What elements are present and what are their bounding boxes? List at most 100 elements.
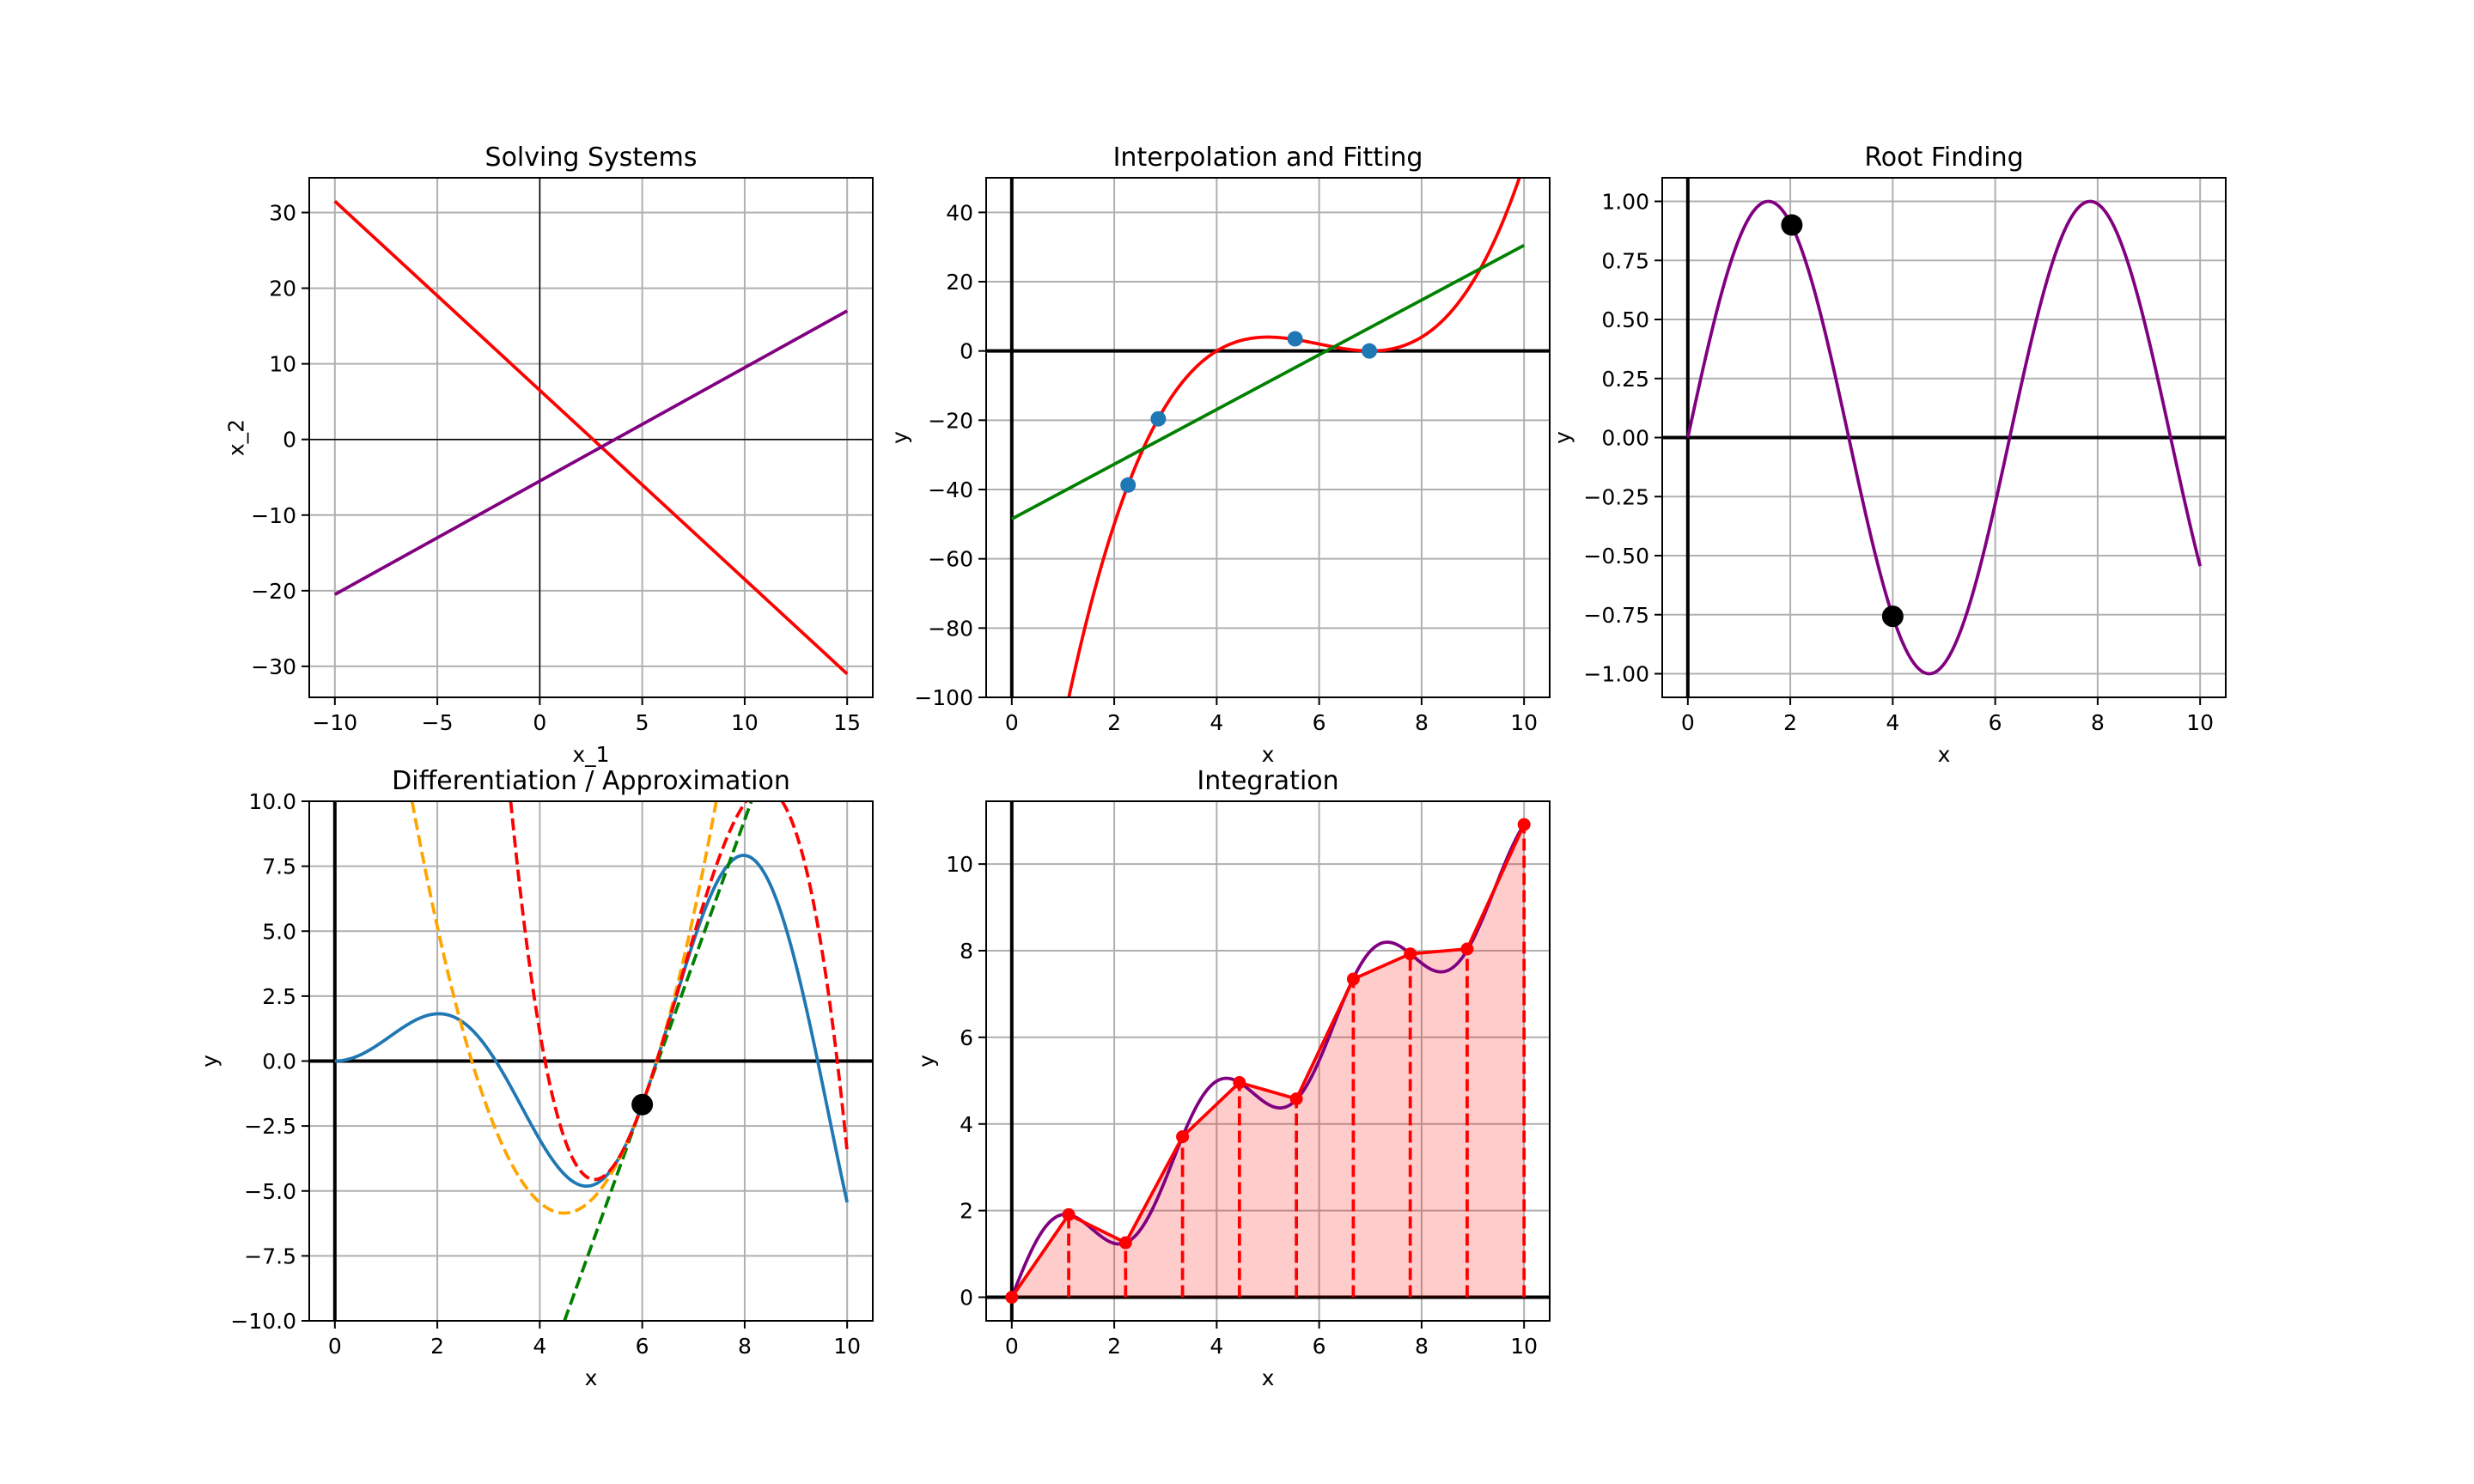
series-third-order-approx: [509, 801, 850, 1182]
trapezoid-point: [1176, 1130, 1190, 1144]
subplot-title: Interpolation and Fitting: [1113, 143, 1423, 173]
trapezoid-point: [1118, 1236, 1132, 1250]
data-point: [1362, 343, 1378, 359]
y-tick-label: −2.5: [244, 1114, 296, 1139]
y-tick-label: −0.75: [1583, 603, 1649, 628]
trapezoid-point: [1404, 947, 1417, 961]
x-tick-label: −5: [422, 710, 454, 735]
y-tick-label: −0.50: [1583, 544, 1649, 569]
plot-area: [1662, 178, 2226, 697]
x-tick-label: 8: [738, 1334, 752, 1359]
x-tick-label: 8: [1415, 1334, 1429, 1359]
y-tick-label: 7.5: [262, 855, 296, 879]
y-tick-label: −80: [928, 616, 973, 641]
y-tick-label: 5.0: [262, 919, 296, 944]
y-tick-label: 2: [960, 1199, 973, 1224]
subplot-title: Integration: [1197, 766, 1338, 796]
y-tick-label: −40: [928, 477, 973, 502]
y-tick-label: −10: [251, 503, 296, 528]
x-axis-label: x_1: [572, 742, 609, 767]
x-tick-label: 6: [1989, 710, 2002, 735]
subplot-differentiation-approximation: 0 2 4 6 8 10 −10.0 −7.5 −5.0 −2.5 0.0 2.5 5.0 7.5 10.0…: [198, 766, 874, 1390]
x-tick-label: 2: [1107, 710, 1121, 735]
subplot-interpolation-and-fitting: 0 2 4 6 8 10 −100 −80 −60 −40 −20 0 20 40 Interpolatio…: [887, 143, 1551, 767]
x-tick-label: 0: [328, 1334, 342, 1359]
data-point: [1150, 411, 1167, 427]
trapezoid-point: [1062, 1207, 1076, 1221]
y-tick-label: 0: [960, 1286, 973, 1311]
plot-area: [986, 178, 1550, 697]
subplot-root-finding: 0 2 4 6 8 10 −1.00 −0.75 −0.50 −0.25 0.00 0.25 0.50 0…: [1551, 143, 2227, 767]
y-tick-label: 0.75: [1601, 248, 1649, 273]
y-tick-label: 6: [960, 1025, 973, 1050]
y-tick-label: −10.0: [230, 1309, 296, 1334]
trapezoid-point: [1460, 942, 1474, 956]
x-tick-label: 10: [1510, 710, 1538, 735]
subplot-solving-systems: −10 −5 0 5 10 15 −30 −20 −10 0 10 20 30 Solving Syste…: [224, 143, 874, 767]
data-point: [1781, 214, 1803, 236]
y-tick-label: 0: [960, 339, 973, 364]
x-tick-label: 6: [1313, 1334, 1326, 1359]
y-tick-label: 1.00: [1601, 190, 1649, 215]
series-linear-fit: [1010, 243, 1526, 520]
axes-frame: [985, 800, 1551, 1322]
y-tick-label: 0: [283, 428, 296, 453]
y-axis-label: x_2: [224, 419, 249, 456]
axes-frame: [985, 177, 1551, 698]
y-tick-label: 0.0: [262, 1049, 296, 1074]
x-tick-label: 5: [636, 710, 649, 735]
y-tick-label: −20: [251, 579, 296, 604]
y-tick-label: −20: [928, 408, 973, 433]
x-tick-label: 4: [1210, 710, 1223, 735]
x-tick-label: 4: [1210, 1334, 1223, 1359]
y-tick-label: 40: [946, 200, 973, 225]
x-tick-label: 2: [1107, 1334, 1121, 1359]
y-tick-label: 10: [269, 352, 296, 377]
x-tick-label: 10: [833, 1334, 861, 1359]
data-point: [1287, 331, 1303, 347]
y-axis-label: y: [914, 1055, 939, 1067]
x-tick-label: 0: [533, 710, 546, 735]
trapezoid-point: [1005, 1291, 1019, 1305]
x-tick-label: 2: [430, 1334, 444, 1359]
y-tick-label: 10.0: [248, 789, 296, 814]
y-tick-label: 0.25: [1601, 367, 1649, 392]
series-function-curve: [334, 854, 850, 1203]
y-tick-label: 4: [960, 1112, 973, 1137]
y-tick-label: −100: [914, 685, 973, 710]
y-tick-label: −60: [928, 547, 973, 572]
x-axis-label: x: [1938, 742, 1951, 767]
data-point: [631, 1093, 654, 1116]
y-tick-label: −30: [251, 654, 296, 679]
x-tick-label: 15: [833, 710, 861, 735]
trapezoid-point: [1289, 1092, 1303, 1106]
x-tick-label: 0: [1681, 710, 1695, 735]
x-tick-label: 0: [1005, 710, 1019, 735]
y-tick-label: 20: [946, 270, 973, 295]
subplot-title: Solving Systems: [485, 143, 698, 173]
series-equation-1: [333, 199, 849, 676]
y-tick-label: −5.0: [244, 1179, 296, 1204]
trapezoid-point: [1517, 818, 1531, 831]
plot-area: [986, 801, 1550, 1321]
y-tick-label: −7.5: [244, 1244, 296, 1268]
y-tick-label: 8: [960, 939, 973, 964]
trapezoid-point: [1233, 1076, 1246, 1090]
x-tick-label: 8: [1415, 710, 1429, 735]
series-trapezoid-line: [1010, 824, 1526, 1298]
x-tick-label: 6: [636, 1334, 649, 1359]
y-tick-label: −1.00: [1583, 662, 1649, 687]
series-sin-curve: [1685, 199, 2202, 676]
y-axis-label: y: [198, 1055, 222, 1067]
subplot-title: Differentiation / Approximation: [392, 766, 790, 796]
trapezoid-point: [1346, 972, 1360, 986]
y-tick-label: −0.25: [1583, 484, 1649, 509]
y-tick-label: 20: [269, 277, 296, 301]
y-tick-label: 0.50: [1601, 307, 1649, 332]
plot-area: [309, 178, 873, 697]
x-tick-label: −10: [312, 710, 357, 735]
trapezoid-area-fill: [1011, 824, 1525, 1298]
y-tick-label: 0.00: [1601, 426, 1649, 451]
